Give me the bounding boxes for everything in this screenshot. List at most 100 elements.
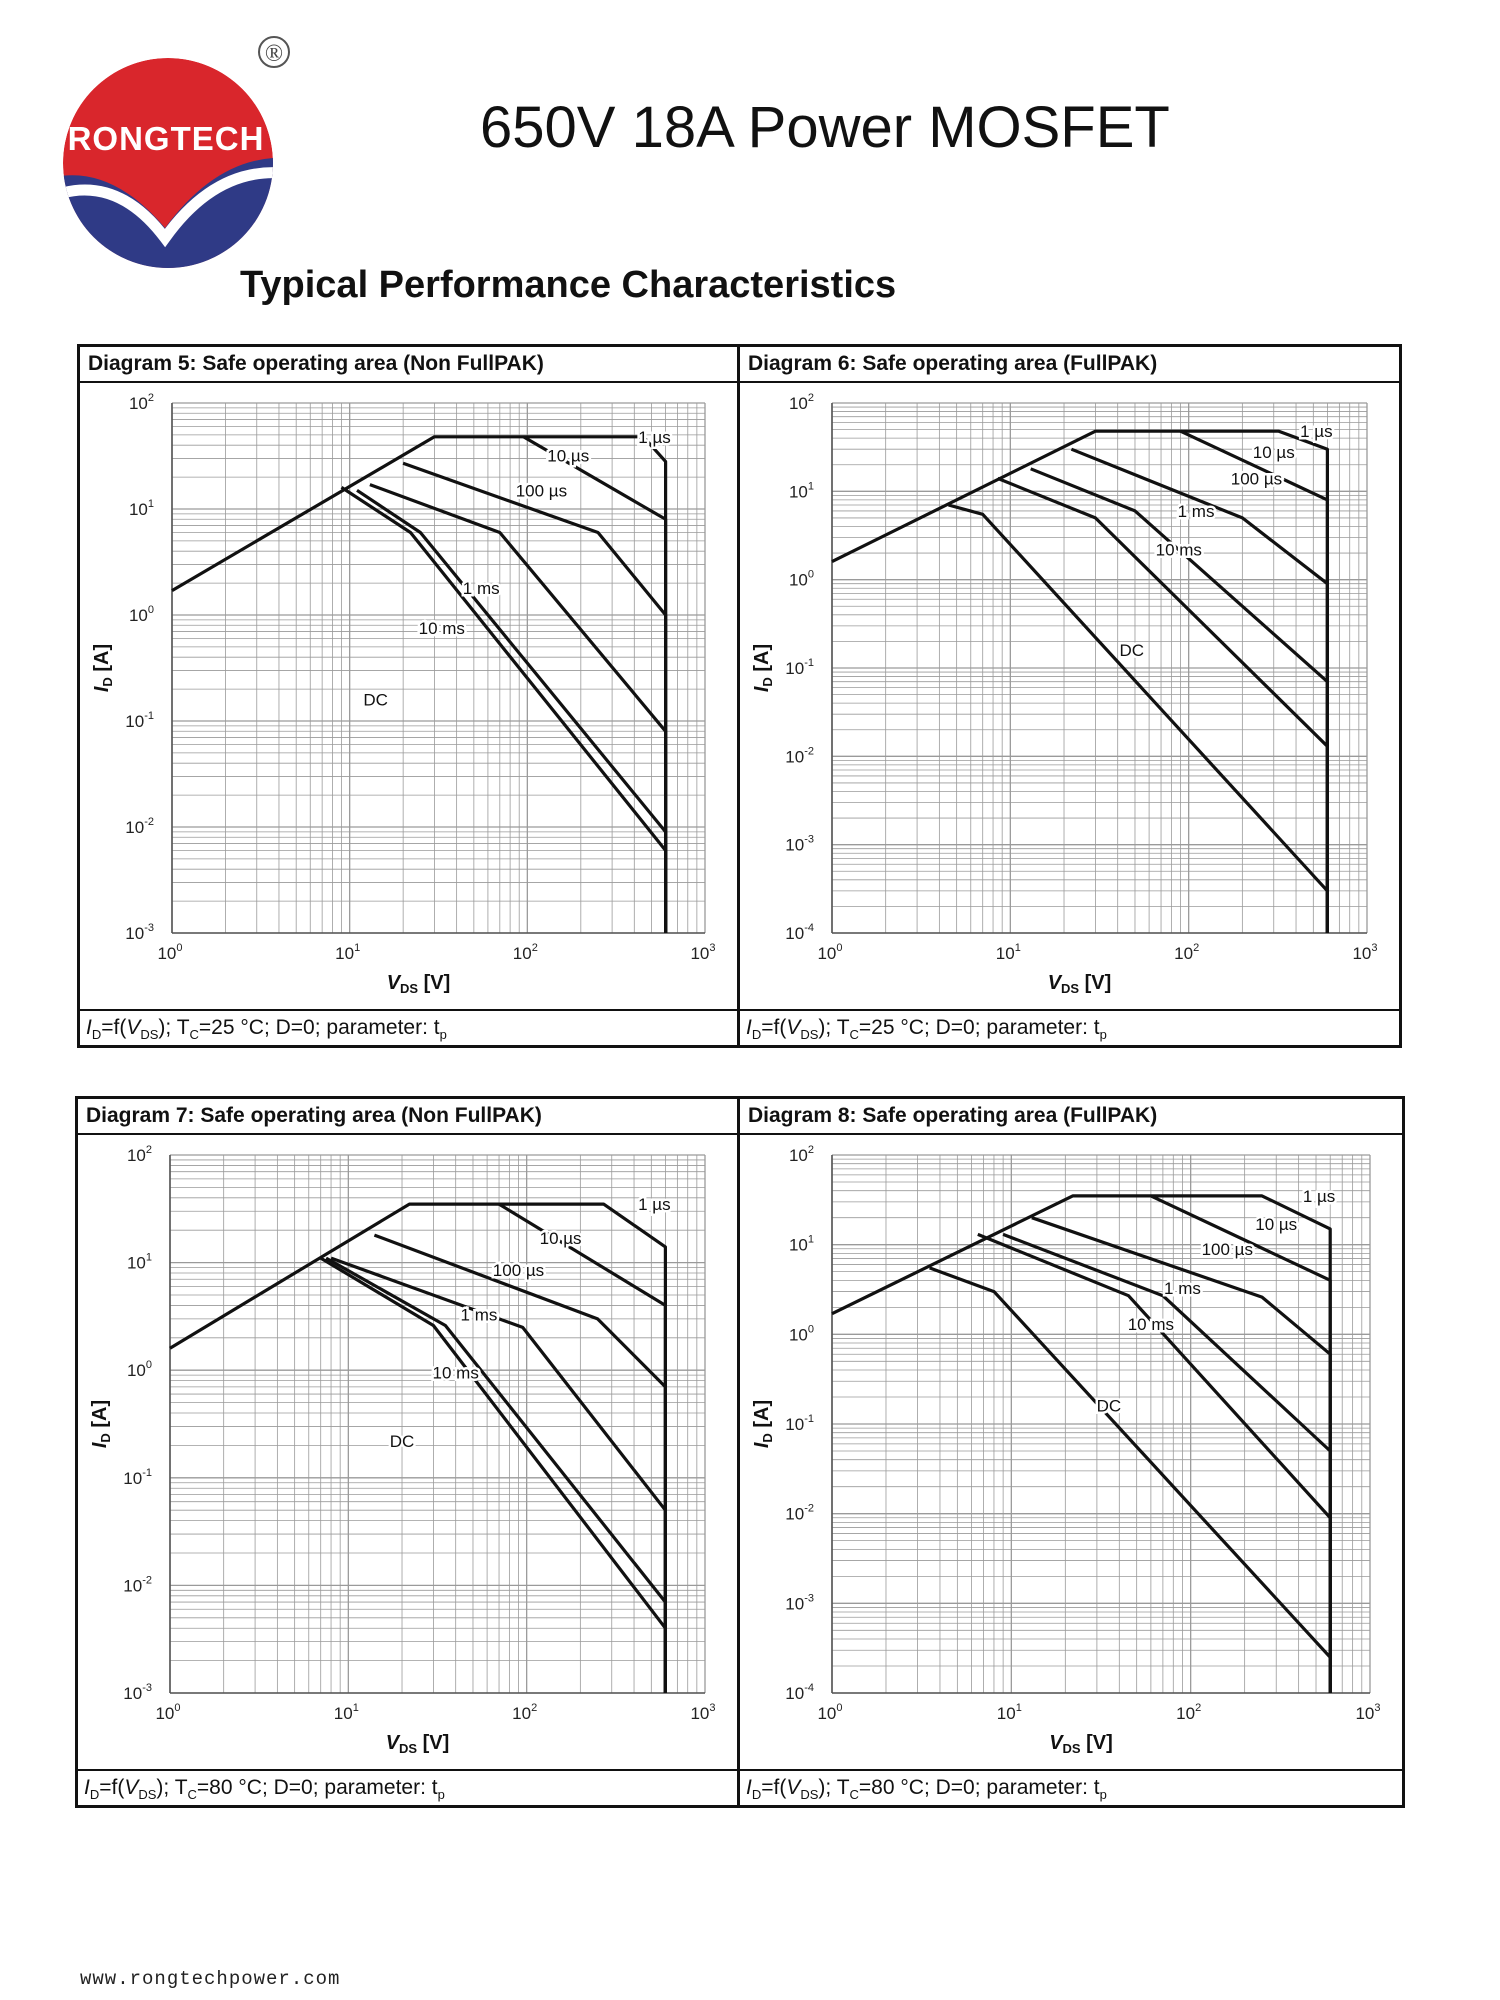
section-title: Typical Performance Characteristics xyxy=(240,264,897,306)
y-tick-label: 100 xyxy=(789,1323,814,1344)
document-title: 650V 18A Power MOSFET xyxy=(480,95,1170,160)
diagram-6-title: Diagram 6: Safe operating area (FullPAK) xyxy=(740,347,1399,383)
y-tick-label: 100 xyxy=(789,569,814,590)
y-axis-label: ID [A] xyxy=(89,1400,113,1448)
series-label-dc: DC xyxy=(390,1432,415,1451)
series-label-dc: DC xyxy=(1097,1397,1122,1416)
series-line-dc xyxy=(340,486,668,933)
series-line-dc xyxy=(948,503,1330,933)
series-label-10-ms: 10 ms xyxy=(419,619,465,638)
series-label-100-us: 100 µs xyxy=(1202,1240,1253,1259)
series-label-100-us: 100 µs xyxy=(1231,469,1282,488)
series-label-10-us: 10 µs xyxy=(1253,443,1295,462)
series-label-10-us: 10 µs xyxy=(547,446,589,465)
x-tick-label: 103 xyxy=(1352,942,1377,963)
y-tick-label: 10-1 xyxy=(123,1467,152,1488)
y-tick-label: 10-1 xyxy=(125,710,154,731)
y-tick-label: 10-2 xyxy=(785,745,814,766)
diagram-5-caption: ID=f(VDS); TC=25 °C; D=0; parameter: tp xyxy=(80,1009,737,1045)
grid xyxy=(171,402,706,934)
x-tick-label: 103 xyxy=(690,942,715,963)
series-line-1-us xyxy=(169,1202,668,1693)
series-label-1-ms: 1 ms xyxy=(463,579,500,598)
y-tick-label: 10-2 xyxy=(785,1503,814,1524)
series-label-1-us: 1 µs xyxy=(638,1195,670,1214)
series-label-10-ms: 10 ms xyxy=(1128,1315,1174,1334)
y-tick-label: 101 xyxy=(129,498,154,519)
y-axis-label: ID [A] xyxy=(91,644,115,692)
x-tick-label: 101 xyxy=(335,942,360,963)
y-tick-label: 10-4 xyxy=(785,922,814,943)
y-tick-label: 10-3 xyxy=(125,922,154,943)
series-line-dc xyxy=(319,1256,668,1693)
series-line-1-ms xyxy=(330,1256,668,1693)
diagram-8-caption: ID=f(VDS); TC=80 °C; D=0; parameter: tp xyxy=(740,1769,1402,1805)
x-tick-label: 102 xyxy=(1174,942,1199,963)
y-tick-label: 102 xyxy=(129,392,154,413)
series-line-100-us xyxy=(1070,447,1330,933)
series-line-dc xyxy=(929,1266,1332,1693)
series-label-1-us: 1 µs xyxy=(1300,422,1332,441)
x-tick-label: 101 xyxy=(996,942,1021,963)
diagram-7-panel: Diagram 7: Safe operating area (Non Full… xyxy=(75,1096,740,1808)
series-label-dc: DC xyxy=(1120,641,1145,660)
series-label-1-ms: 1 ms xyxy=(461,1305,498,1324)
diagram-7-caption: ID=f(VDS); TC=80 °C; D=0; parameter: tp xyxy=(78,1769,737,1805)
diagram-8-panel: Diagram 8: Safe operating area (FullPAK)… xyxy=(737,1096,1405,1808)
diagram-8-chart: 100 101 102 103 10-4 10-3 10-2 10-1 100 101 102 VDS… xyxy=(751,1144,1381,1756)
x-axis-label: VDS [V] xyxy=(386,1732,450,1756)
series-line-10-ms xyxy=(997,476,1330,933)
x-tick-label: 101 xyxy=(334,1702,359,1723)
series-label-10-ms: 10 ms xyxy=(433,1364,479,1383)
y-axis-label: ID [A] xyxy=(751,1400,775,1448)
grid xyxy=(831,402,1368,934)
series-label-100-us: 100 µs xyxy=(516,481,567,500)
series-line-10-us xyxy=(1150,1194,1332,1693)
registered-mark: ® xyxy=(265,41,283,67)
series-line-1-us xyxy=(831,1194,1332,1693)
series-label-10-us: 10 µs xyxy=(1255,1215,1297,1234)
x-tick-label: 100 xyxy=(817,1702,842,1723)
y-tick-label: 102 xyxy=(789,392,814,413)
y-tick-label: 10-4 xyxy=(785,1682,814,1703)
series-label-10-us: 10 µs xyxy=(540,1229,582,1248)
diagram-7-chart: 100 101 102 103 10-3 10-2 10-1 100 101 102 VDS [V]… xyxy=(89,1144,716,1756)
grid xyxy=(169,1154,706,1694)
x-axis-label: VDS [V] xyxy=(1048,972,1112,996)
diagram-5-chart: 100 101 102 103 10-3 10-2 10-1 100 101 102 VDS [V]… xyxy=(91,392,716,996)
y-tick-label: 10-3 xyxy=(123,1682,152,1703)
x-tick-label: 101 xyxy=(997,1702,1022,1723)
y-tick-label: 101 xyxy=(789,480,814,501)
y-tick-label: 100 xyxy=(129,604,154,625)
series-label-1-us: 1 µs xyxy=(1303,1187,1335,1206)
series-line-100-us xyxy=(402,461,668,933)
series-label-1-ms: 1 ms xyxy=(1178,502,1215,521)
y-tick-label: 10-2 xyxy=(125,816,154,837)
grid xyxy=(831,1154,1371,1694)
series-line-100-us xyxy=(373,1233,668,1693)
diagram-8-title: Diagram 8: Safe operating area (FullPAK) xyxy=(740,1099,1402,1135)
x-axis-label: VDS [V] xyxy=(387,972,451,996)
y-tick-label: 10-1 xyxy=(785,1413,814,1434)
y-tick-label: 101 xyxy=(789,1234,814,1255)
y-tick-label: 102 xyxy=(127,1144,152,1165)
x-tick-label: 102 xyxy=(1176,1702,1201,1723)
y-tick-label: 101 xyxy=(127,1252,152,1273)
diagram-6-chart: 100 101 102 103 10-4 10-3 10-2 10-1 100 101 102 VDS… xyxy=(751,392,1378,996)
series-label-100-us: 100 µs xyxy=(493,1261,544,1280)
rongtech-logo: RONGTECH ® xyxy=(63,36,290,268)
y-tick-label: 10-3 xyxy=(785,834,814,855)
logo-white-chevron xyxy=(63,167,273,248)
diagram-7-title: Diagram 7: Safe operating area (Non Full… xyxy=(78,1099,737,1135)
registered-mark-ring xyxy=(258,36,290,68)
y-tick-label: 10-3 xyxy=(785,1592,814,1613)
diagram-5-panel: Diagram 5: Safe operating area (Non Full… xyxy=(77,344,740,1048)
y-tick-label: 102 xyxy=(789,1144,814,1165)
x-tick-label: 103 xyxy=(690,1702,715,1723)
website-url[interactable]: www.rongtechpower.com xyxy=(80,1968,341,1990)
series-label-10-ms: 10 ms xyxy=(1156,540,1202,559)
logo-text: RONGTECH xyxy=(68,120,265,157)
x-tick-label: 100 xyxy=(155,1702,180,1723)
series-label-1-ms: 1 ms xyxy=(1164,1279,1201,1298)
x-tick-label: 102 xyxy=(512,1702,537,1723)
